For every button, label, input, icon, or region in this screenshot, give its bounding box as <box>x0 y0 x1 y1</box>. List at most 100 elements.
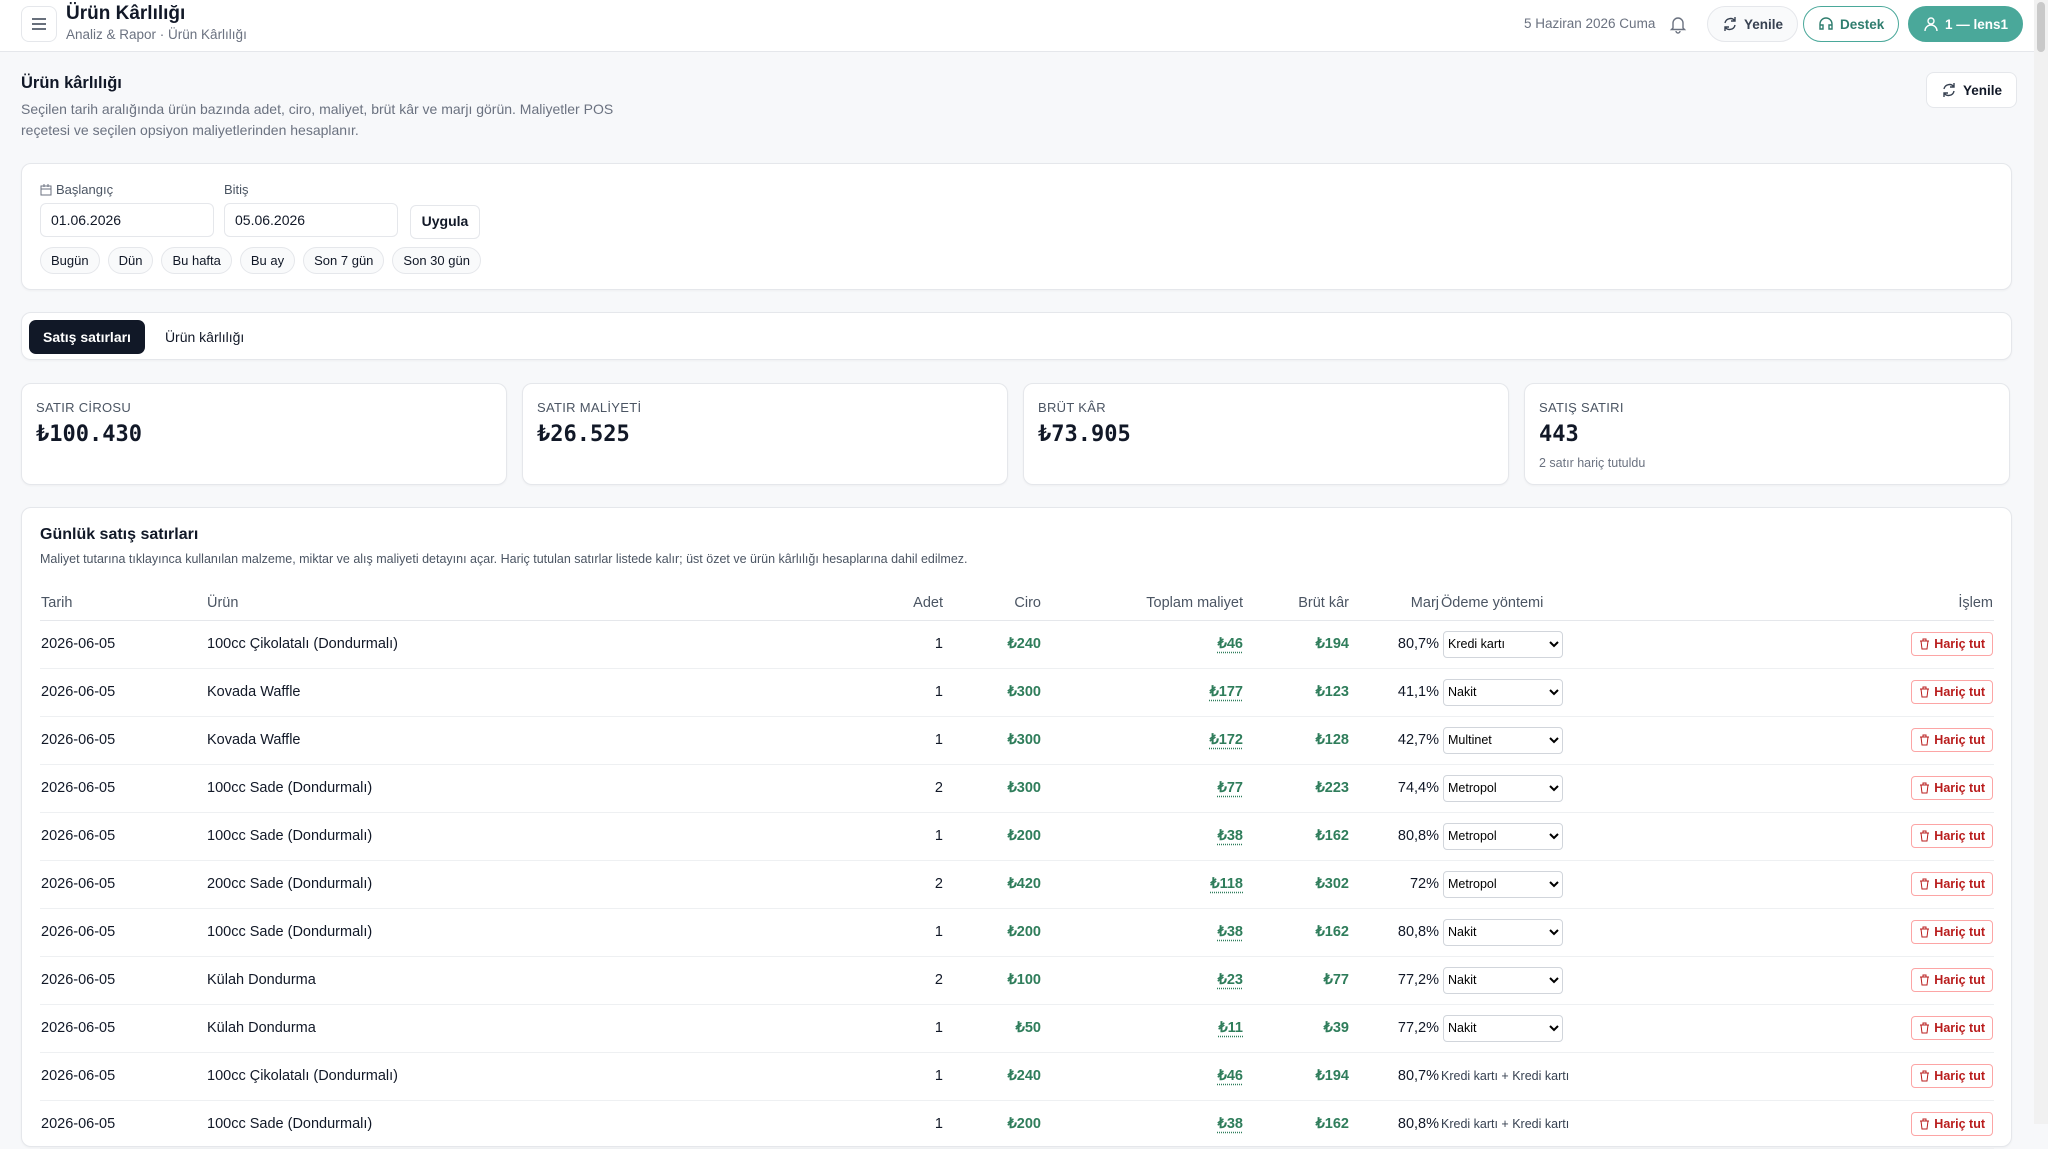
tab[interactable]: Satış satırları <box>29 320 145 354</box>
action-cell: Hariç tut <box>1740 812 1994 861</box>
exclude-button[interactable]: Hariç tut <box>1911 1064 1993 1088</box>
refresh-icon <box>1943 83 1955 97</box>
trash-icon <box>1920 686 1930 698</box>
cost-link[interactable]: ₺177 <box>1209 684 1243 700</box>
support-button[interactable]: Destek <box>1803 6 1900 42</box>
exclude-button[interactable]: Hariç tut <box>1911 872 1993 896</box>
qty-cell: 1 <box>861 1052 944 1101</box>
cost-link[interactable]: ₺38 <box>1217 828 1243 844</box>
user-button[interactable]: 1 — lens1 <box>1908 6 2024 42</box>
support-icon <box>1819 17 1833 30</box>
summary-card: SATIR MALİYETİ ₺26.525 <box>522 383 1008 485</box>
table-row: 2026-06-05 100cc Sade (Dondurmalı) 1 ₺200 ₺3… <box>40 1100 1994 1149</box>
profit-cell: ₺123 <box>1244 668 1350 717</box>
top-bar: Ürün Kârlılığı Analiz & Rapor · Ürün Kâr… <box>0 0 2034 52</box>
summary-card: BRÜT KÂR ₺73.905 <box>1023 383 1509 485</box>
tab[interactable]: Ürün kârlılığı <box>164 329 245 345</box>
cost-link[interactable]: ₺118 <box>1210 876 1243 892</box>
start-label: Başlangıç <box>56 182 114 197</box>
product-cell: 100cc Çikolatalı (Dondurmalı) <box>206 620 861 669</box>
payment-select[interactable]: Multinet <box>1443 726 1563 754</box>
bell-icon[interactable] <box>1668 14 1688 34</box>
exclude-label: Hariç tut <box>1934 733 1985 747</box>
cost-cell: ₺38 <box>1042 1100 1244 1149</box>
exclude-button[interactable]: Hariç tut <box>1911 680 1993 704</box>
cost-link[interactable]: ₺46 <box>1217 1068 1243 1084</box>
payment-select[interactable]: Kredi kartı <box>1443 630 1563 658</box>
table-body: 2026-06-05 100cc Çikolatalı (Dondurmalı) 1… <box>40 620 1994 1149</box>
action-cell: Hariç tut <box>1740 1052 1994 1101</box>
date-cell: 2026-06-05 <box>40 860 206 909</box>
cost-link[interactable]: ₺77 <box>1217 780 1243 796</box>
exclude-button[interactable]: Hariç tut <box>1911 968 1993 992</box>
intro-refresh[interactable]: Yenile <box>1926 72 2018 108</box>
revenue-cell: ₺50 <box>944 1004 1042 1053</box>
product-cell: 100cc Sade (Dondurmalı) <box>206 764 861 813</box>
product-cell: 100cc Sade (Dondurmalı) <box>206 1100 861 1149</box>
trash-icon <box>1920 638 1930 650</box>
cost-cell: ₺172 <box>1042 716 1244 765</box>
revenue-cell: ₺420 <box>944 860 1042 909</box>
cost-cell: ₺23 <box>1042 956 1244 1005</box>
exclude-button[interactable]: Hariç tut <box>1911 920 1993 944</box>
payment-select[interactable]: Nakit <box>1443 966 1563 994</box>
qty-cell: 1 <box>861 668 944 717</box>
trash-icon <box>1920 1118 1930 1130</box>
qty-cell: 1 <box>861 716 944 765</box>
payment-select[interactable]: Metropol <box>1443 870 1563 898</box>
preset-chip[interactable]: Bugün <box>40 247 100 274</box>
start-input[interactable]: 01.06.2026 <box>40 203 214 237</box>
table-title: Günlük satış satırları <box>40 526 199 543</box>
menu-button[interactable] <box>21 6 57 42</box>
preset-chip[interactable]: Bu ay <box>239 247 296 274</box>
card-value: 443 <box>1539 422 1579 447</box>
payment-select[interactable]: Nakit <box>1443 678 1563 706</box>
cost-link[interactable]: ₺46 <box>1217 636 1243 652</box>
menu-icon <box>32 18 46 30</box>
cost-link[interactable]: ₺172 <box>1209 732 1243 748</box>
date-cell: 2026-06-05 <box>40 716 206 765</box>
payment-select[interactable]: Nakit <box>1443 1014 1563 1042</box>
cost-link[interactable]: ₺38 <box>1217 1116 1243 1132</box>
payment-select[interactable]: Metropol <box>1443 822 1563 850</box>
card-label: SATIR CİROSU <box>36 400 132 415</box>
trash-icon <box>1920 974 1930 986</box>
exclude-button[interactable]: Hariç tut <box>1911 824 1993 848</box>
intro-description: Seçilen tarih aralığında ürün bazında ad… <box>21 101 614 138</box>
exclude-button[interactable]: Hariç tut <box>1911 728 1993 752</box>
preset-chip[interactable]: Dün <box>107 247 154 274</box>
action-cell: Hariç tut <box>1740 620 1994 669</box>
payment-cell: Nakit <box>1440 956 1740 1005</box>
refresh-label: Yenile <box>1744 16 1784 32</box>
exclude-button[interactable]: Hariç tut <box>1911 1016 1993 1040</box>
column-header: Ürün <box>206 586 861 621</box>
date-cell: 2026-06-05 <box>40 956 206 1005</box>
payment-select[interactable]: Nakit <box>1443 918 1563 946</box>
exclude-button[interactable]: Hariç tut <box>1911 632 1993 656</box>
trash-icon <box>1920 1070 1930 1082</box>
exclude-button[interactable]: Hariç tut <box>1911 1112 1993 1136</box>
refresh-icon <box>1724 17 1736 31</box>
cost-cell: ₺11 <box>1042 1004 1244 1053</box>
end-input[interactable]: 05.06.2026 <box>224 203 398 237</box>
refresh-button[interactable]: Yenile <box>1707 6 1799 42</box>
column-header: Tarih <box>40 586 206 621</box>
cost-link[interactable]: ₺11 <box>1218 1020 1243 1036</box>
table-description: Maliyet tutarına tıklayınca kullanılan m… <box>40 552 968 566</box>
preset-chip[interactable]: Son 7 gün <box>303 247 385 274</box>
calendar-icon <box>40 183 52 195</box>
column-header: Ciro <box>944 586 1042 621</box>
cost-link[interactable]: ₺23 <box>1217 972 1243 988</box>
apply-button[interactable]: Uygula <box>410 205 480 239</box>
exclude-label: Hariç tut <box>1934 925 1985 939</box>
payment-cell: Metropol <box>1440 764 1740 813</box>
preset-chip[interactable]: Bu hafta <box>161 247 232 274</box>
start-label-wrap: Başlangıç <box>40 182 113 197</box>
exclude-button[interactable]: Hariç tut <box>1911 776 1993 800</box>
preset-chip[interactable]: Son 30 gün <box>392 247 481 274</box>
cost-cell: ₺46 <box>1042 1052 1244 1101</box>
cost-link[interactable]: ₺38 <box>1217 924 1243 940</box>
exclude-label: Hariç tut <box>1934 1069 1985 1083</box>
payment-select[interactable]: Metropol <box>1443 774 1563 802</box>
